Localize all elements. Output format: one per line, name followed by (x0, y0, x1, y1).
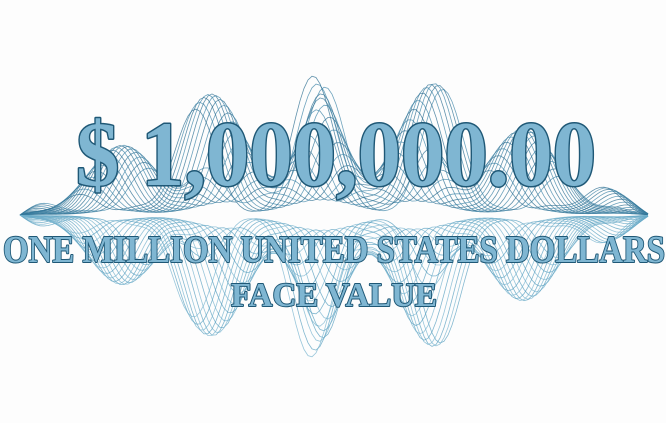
amount: $ 1,000,000.00 (76, 103, 596, 205)
caption: FACE VALUE (231, 277, 437, 314)
body: $ 1,000,000.00 ONE MILLION UNITED STATES… (0, 0, 666, 423)
page: {"certificate": {"amount": "$ 1,000,000.… (0, 0, 666, 423)
amount-words: ONE MILLION UNITED STATES DOLLARS (3, 229, 665, 271)
certificate: $ 1,000,000.00 ONE MILLION UNITED STATES… (0, 0, 666, 423)
